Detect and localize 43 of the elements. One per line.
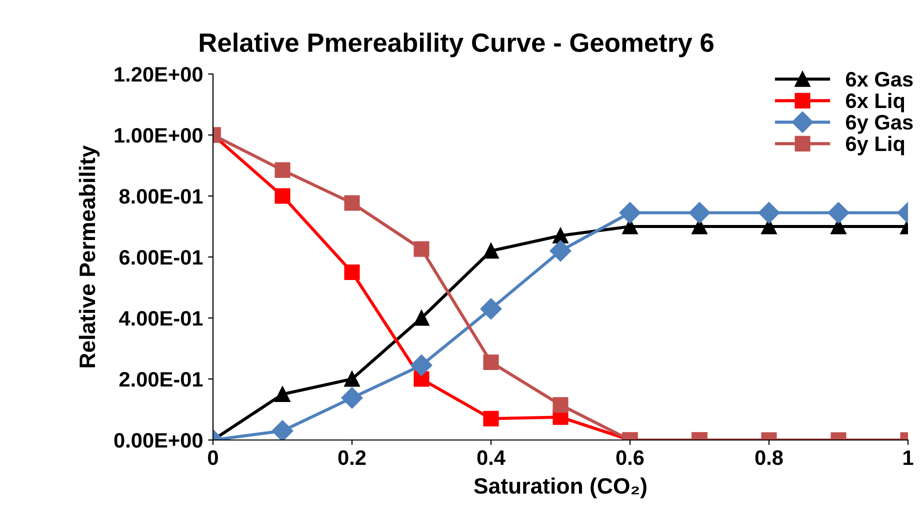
point bbox=[414, 241, 430, 257]
x-tick-label: 0.4 bbox=[477, 450, 506, 466]
point bbox=[552, 397, 568, 413]
point bbox=[483, 410, 499, 426]
point bbox=[414, 371, 430, 387]
point bbox=[552, 228, 568, 244]
y-tick-label: 1.20E+00 bbox=[114, 67, 202, 82]
legend-label: 6x Gas bbox=[846, 72, 913, 87]
legend-label: 6x Liq bbox=[846, 92, 904, 112]
point bbox=[274, 188, 290, 204]
y-tick-label: 4.00E-01 bbox=[119, 311, 203, 326]
point bbox=[344, 371, 360, 387]
point bbox=[619, 202, 641, 224]
point bbox=[828, 202, 850, 224]
point bbox=[272, 420, 294, 440]
y-tick-label: 0.00E+00 bbox=[114, 433, 202, 448]
legend-label: 6y Liq bbox=[846, 136, 904, 156]
point bbox=[480, 298, 502, 320]
point bbox=[274, 386, 290, 402]
x-tick-label: 0.6 bbox=[616, 450, 644, 466]
point bbox=[344, 264, 360, 280]
y-tick-label: 2.00E-01 bbox=[119, 372, 203, 387]
chart-title: Relative Pmereability Curve - Geometry 6 bbox=[200, 32, 714, 58]
point bbox=[344, 195, 360, 211]
point bbox=[410, 354, 432, 376]
y-tick-label: 6.00E-01 bbox=[119, 250, 203, 265]
y-axis-title: Relative Permeability bbox=[78, 145, 100, 368]
point bbox=[341, 387, 363, 409]
y-tick-label: 1.00E+00 bbox=[114, 128, 202, 143]
x-axis-title: Saturation (CO₂) bbox=[474, 477, 646, 498]
point bbox=[414, 310, 430, 326]
x-tick-label: 1 bbox=[904, 450, 914, 465]
point bbox=[483, 243, 499, 259]
x-tick-label: 0.2 bbox=[338, 450, 366, 466]
y-tick-label: 8.00E-01 bbox=[119, 189, 203, 204]
point bbox=[483, 354, 499, 370]
x-tick-label: 0.8 bbox=[755, 450, 783, 466]
point bbox=[274, 162, 290, 178]
point bbox=[550, 240, 572, 262]
point bbox=[758, 202, 780, 224]
legend-label: 6y Gas bbox=[846, 114, 913, 134]
x-tick-label: 0 bbox=[208, 450, 218, 466]
point bbox=[688, 202, 710, 224]
